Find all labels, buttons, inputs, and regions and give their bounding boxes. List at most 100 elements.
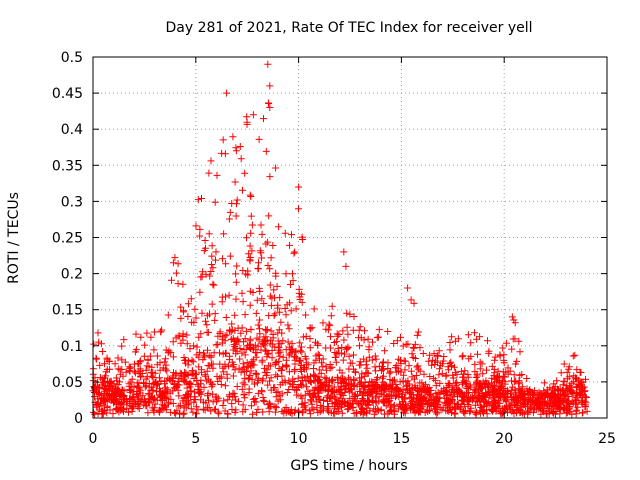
data-point [292, 347, 300, 355]
data-point [272, 393, 280, 401]
data-point [233, 262, 241, 270]
data-point [274, 337, 282, 345]
data-point [361, 382, 369, 389]
data-point [317, 359, 325, 367]
data-point [380, 383, 387, 391]
data-point [206, 362, 214, 370]
data-point [208, 360, 215, 368]
data-point [276, 348, 284, 356]
data-point [237, 155, 245, 163]
data-point [310, 305, 318, 313]
data-point [153, 388, 160, 396]
data-point [494, 376, 502, 384]
data-point [183, 340, 191, 348]
data-point [428, 356, 436, 364]
data-point [373, 334, 381, 341]
data-point [213, 396, 221, 404]
data-point [232, 406, 240, 414]
data-point [448, 333, 456, 341]
data-point [95, 338, 103, 346]
data-point [338, 344, 346, 351]
data-point [167, 408, 175, 416]
data-point [436, 365, 443, 373]
data-point [201, 371, 209, 379]
data-point [247, 402, 255, 410]
data-point [345, 352, 353, 360]
data-point [569, 352, 577, 360]
data-point [407, 296, 415, 304]
data-point [393, 337, 401, 345]
data-point [298, 408, 306, 416]
data-point [243, 363, 251, 371]
data-point [162, 346, 170, 354]
data-point [162, 384, 170, 392]
data-point [266, 104, 274, 111]
data-point [268, 354, 276, 362]
x-tick-label: 15 [392, 431, 410, 447]
data-point [269, 242, 277, 249]
data-point [255, 135, 263, 143]
data-point [196, 225, 204, 233]
data-point [210, 349, 218, 357]
data-point [145, 398, 152, 406]
data-point [263, 353, 271, 361]
data-point [350, 351, 357, 359]
data-point [471, 329, 478, 337]
data-point [345, 387, 353, 395]
data-point [215, 410, 223, 418]
data-point [485, 349, 493, 357]
data-point [341, 398, 349, 406]
data-point [295, 183, 303, 191]
data-point [307, 378, 314, 385]
y-tick-label: 0.05 [52, 375, 83, 391]
data-point [276, 308, 284, 316]
data-point [313, 377, 321, 385]
data-point [479, 370, 487, 378]
data-point [195, 333, 203, 341]
data-point [346, 310, 354, 318]
data-point [408, 350, 416, 358]
data-point [137, 373, 145, 381]
data-point [344, 330, 352, 338]
data-point [217, 381, 225, 388]
data-point [341, 350, 348, 358]
data-point [253, 379, 261, 387]
data-point [254, 389, 262, 397]
data-point [426, 373, 434, 380]
data-point [172, 269, 180, 277]
data-point [136, 387, 144, 395]
data-point [287, 281, 294, 288]
data-point [129, 396, 137, 404]
data-point [271, 360, 279, 368]
data-point [352, 409, 360, 417]
data-point [247, 362, 255, 370]
data-point [199, 405, 207, 413]
data-point [482, 377, 490, 385]
data-point [427, 403, 435, 410]
data-point [474, 350, 481, 358]
data-point [483, 410, 491, 418]
data-point [298, 233, 306, 241]
data-point [133, 388, 141, 395]
data-point [241, 381, 249, 389]
data-point [258, 254, 266, 262]
data-point [296, 356, 304, 364]
data-point [471, 360, 479, 368]
data-point [175, 402, 183, 410]
data-point [205, 230, 213, 238]
y-tick-label: 0.35 [52, 158, 83, 174]
data-point [198, 195, 205, 202]
data-point [369, 398, 377, 406]
data-point [479, 407, 487, 415]
data-point [134, 403, 142, 411]
data-point [222, 349, 230, 357]
data-point [241, 351, 249, 359]
data-point [460, 408, 467, 416]
data-point [272, 269, 280, 277]
data-point [268, 294, 276, 302]
data-point [204, 389, 212, 397]
data-point [309, 394, 317, 402]
data-point [555, 397, 563, 404]
data-point [364, 335, 372, 343]
data-point [189, 408, 197, 416]
